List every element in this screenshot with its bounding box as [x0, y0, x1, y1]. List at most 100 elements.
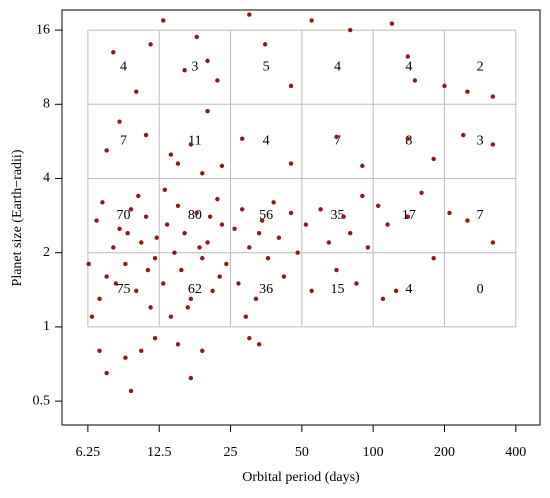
point	[175, 342, 181, 347]
cell-count: 3	[477, 134, 484, 149]
point	[256, 342, 262, 347]
point	[360, 193, 365, 199]
cell-count: 7	[477, 208, 484, 223]
point	[461, 132, 466, 138]
point	[117, 119, 122, 124]
point	[194, 210, 199, 216]
point	[148, 42, 153, 47]
point	[152, 255, 158, 261]
point	[175, 161, 181, 166]
point	[276, 235, 282, 240]
point	[447, 210, 452, 216]
point	[161, 18, 166, 23]
cell-count: 8	[405, 134, 412, 149]
cell-count: 80	[188, 208, 202, 223]
point	[134, 89, 139, 94]
point	[97, 348, 102, 353]
point	[393, 288, 399, 294]
point	[205, 240, 210, 245]
cell-count: 7	[120, 134, 127, 149]
point	[89, 314, 95, 319]
point	[185, 305, 190, 310]
cell-count: 35	[331, 208, 345, 223]
cell-count: 4	[334, 59, 341, 74]
point	[104, 274, 109, 279]
point	[194, 34, 199, 40]
point	[200, 348, 205, 353]
point	[431, 255, 436, 261]
point	[490, 94, 496, 99]
cell-count: 15	[331, 282, 345, 297]
point	[111, 50, 116, 55]
point	[215, 78, 220, 83]
point	[188, 142, 194, 147]
point	[162, 187, 168, 192]
y-tick-label: 4	[43, 171, 50, 186]
point	[86, 261, 91, 267]
point	[354, 281, 359, 286]
point	[168, 152, 174, 157]
point	[465, 218, 470, 223]
point	[164, 222, 170, 227]
point	[334, 134, 339, 140]
point	[295, 250, 300, 255]
cell-count: 5	[263, 59, 270, 74]
point	[188, 296, 194, 302]
point	[210, 288, 215, 294]
y-axis-label: Planet size (Earth−radii)	[10, 149, 25, 286]
point	[128, 388, 134, 394]
point	[389, 21, 395, 26]
point	[200, 171, 205, 176]
point	[309, 288, 314, 294]
point	[281, 274, 287, 279]
point	[247, 245, 252, 250]
point	[152, 335, 158, 341]
point	[334, 267, 339, 273]
point	[490, 240, 496, 245]
point	[253, 296, 259, 302]
point	[232, 226, 237, 232]
point	[128, 207, 134, 212]
cell-count: 70	[117, 208, 131, 223]
point	[100, 200, 105, 205]
x-tick-label: 6.25	[76, 445, 101, 460]
point	[239, 207, 245, 212]
point	[265, 255, 271, 261]
point	[303, 222, 309, 227]
point	[405, 54, 410, 59]
cell-count: 3	[191, 59, 198, 74]
y-tick-label: 2	[43, 245, 50, 260]
point	[256, 230, 262, 236]
point	[247, 12, 252, 17]
point	[380, 296, 386, 302]
point	[175, 203, 181, 208]
x-tick-label: 25	[224, 445, 238, 460]
point	[172, 250, 177, 255]
y-tick-label: 1	[43, 319, 50, 334]
point	[168, 314, 174, 319]
point	[318, 207, 323, 212]
cell-count: 4	[263, 134, 270, 149]
point	[136, 193, 141, 199]
point	[134, 288, 139, 294]
point	[360, 163, 365, 169]
cell-count: 75	[117, 282, 131, 297]
point	[200, 255, 205, 261]
point	[262, 42, 268, 47]
point	[182, 230, 187, 236]
point	[224, 261, 229, 267]
point	[94, 218, 99, 223]
point	[143, 132, 149, 138]
point	[139, 240, 144, 245]
point	[348, 27, 353, 33]
cell-count: 2	[477, 59, 484, 74]
point	[385, 222, 390, 227]
point	[207, 214, 213, 219]
point	[148, 305, 153, 310]
point	[259, 218, 265, 223]
point	[412, 78, 418, 83]
y-tick-label: 8	[43, 97, 50, 112]
x-tick-label: 12.5	[147, 445, 172, 460]
point	[431, 156, 436, 162]
